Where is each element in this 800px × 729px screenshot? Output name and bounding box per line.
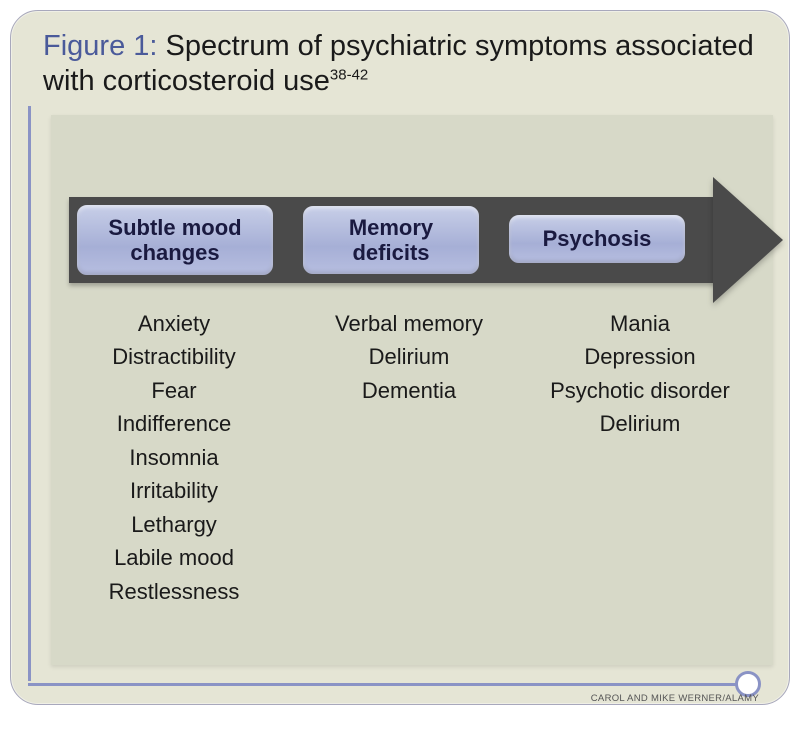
list-item: Depression	[525, 340, 755, 373]
stage-label: Subtle mood changes	[87, 215, 263, 266]
list-item: Delirium	[299, 340, 519, 373]
figure-title: Figure 1: Spectrum of psychiatric sympto…	[11, 11, 789, 107]
stage-label: Psychosis	[543, 226, 652, 251]
stage-badge-psychosis: Psychosis	[507, 213, 687, 265]
list-item: Labile mood	[69, 541, 279, 574]
stage-badge-memory-deficits: Memory deficits	[301, 204, 481, 276]
stage-label: Memory deficits	[313, 215, 469, 266]
list-item: Fear	[69, 374, 279, 407]
list-item: Verbal memory	[299, 307, 519, 340]
list-item: Restlessness	[69, 575, 279, 608]
figure-card: Figure 1: Spectrum of psychiatric sympto…	[10, 10, 790, 705]
list-item: Anxiety	[69, 307, 279, 340]
list-item: Delirium	[525, 407, 755, 440]
stage-badges-row: Subtle mood changes Memory deficits Psyc…	[69, 203, 713, 277]
symptom-list-memory: Verbal memory Delirium Dementia	[299, 307, 519, 608]
arrow-head-icon	[713, 177, 783, 303]
list-item: Lethargy	[69, 508, 279, 541]
list-item: Indifference	[69, 407, 279, 440]
stage-badge-subtle-mood: Subtle mood changes	[75, 203, 275, 277]
figure-label-sep: :	[149, 30, 165, 62]
list-item: Irritability	[69, 474, 279, 507]
list-item: Psychotic disorder	[525, 374, 755, 407]
list-item: Distractibility	[69, 340, 279, 373]
figure-superscript: 38-42	[330, 66, 368, 83]
image-credit: CAROL AND MIKE WERNER/ALAMY	[591, 693, 759, 704]
list-item: Mania	[525, 307, 755, 340]
symptom-lists-row: Anxiety Distractibility Fear Indifferenc…	[69, 307, 763, 608]
symptom-list-subtle-mood: Anxiety Distractibility Fear Indifferenc…	[69, 307, 279, 608]
frame-horizontal-line	[28, 683, 756, 686]
frame-vertical-line	[28, 106, 31, 681]
symptom-list-psychosis: Mania Depression Psychotic disorder Deli…	[525, 307, 755, 608]
spectrum-arrow: Subtle mood changes Memory deficits Psyc…	[69, 187, 773, 293]
diagram-panel: Subtle mood changes Memory deficits Psyc…	[51, 115, 773, 665]
list-item: Dementia	[299, 374, 519, 407]
list-item: Insomnia	[69, 441, 279, 474]
figure-label-prefix: Figure 1	[43, 30, 149, 62]
